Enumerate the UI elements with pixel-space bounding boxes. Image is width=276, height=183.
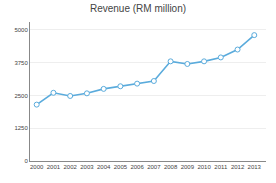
svg-text:2002: 2002 [63, 164, 77, 170]
svg-text:2007: 2007 [147, 164, 161, 170]
svg-text:5000: 5000 [14, 27, 28, 33]
svg-text:2500: 2500 [14, 93, 28, 99]
svg-text:2004: 2004 [97, 164, 111, 170]
svg-text:2009: 2009 [181, 164, 195, 170]
svg-text:3750: 3750 [14, 60, 28, 66]
svg-text:2006: 2006 [130, 164, 144, 170]
svg-text:2013: 2013 [248, 164, 262, 170]
svg-text:2001: 2001 [47, 164, 61, 170]
svg-text:2010: 2010 [197, 164, 211, 170]
svg-text:2005: 2005 [114, 164, 128, 170]
svg-text:2011: 2011 [214, 164, 228, 170]
svg-text:Revenue (RM million): Revenue (RM million) [90, 3, 186, 14]
svg-text:2012: 2012 [231, 164, 245, 170]
svg-text:2008: 2008 [164, 164, 178, 170]
svg-text:1250: 1250 [14, 125, 28, 131]
svg-text:2000: 2000 [30, 164, 44, 170]
svg-text:0: 0 [24, 158, 28, 164]
svg-text:2003: 2003 [80, 164, 94, 170]
